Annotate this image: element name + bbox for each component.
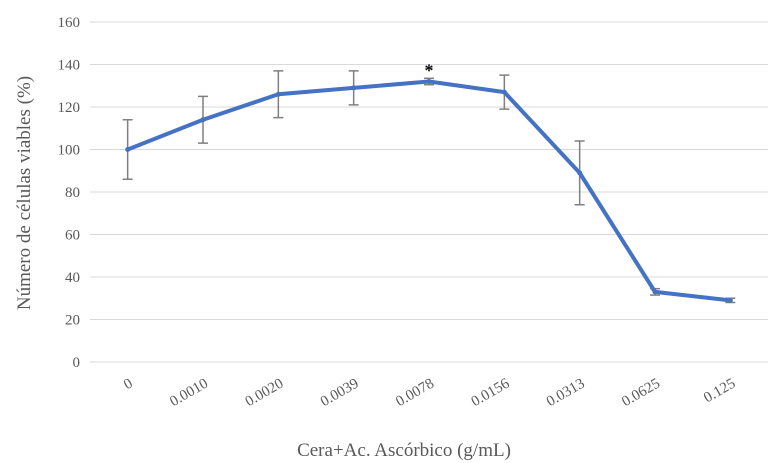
data-point [125, 147, 131, 152]
data-point [577, 170, 583, 176]
x-tick-label: 0.0039 [318, 376, 362, 410]
data-point [351, 85, 357, 91]
x-tick-label: 0.0020 [243, 376, 287, 410]
x-tick-label: 0.0313 [544, 376, 588, 410]
y-tick-label: 40 [65, 270, 80, 286]
data-point [275, 91, 281, 97]
significance-annotation: * [425, 60, 434, 80]
y-tick-label: 160 [58, 15, 81, 31]
y-tick-label: 0 [73, 355, 81, 371]
data-point [501, 89, 507, 95]
data-point [652, 289, 658, 295]
data-point [426, 79, 432, 84]
series-line [125, 79, 733, 303]
x-tick-labels: 0 0.0010 0.0020 0.0039 0.0078 0.0156 0.0313 0.0… [121, 375, 738, 410]
y-tick-label: 20 [65, 313, 80, 329]
x-tick-label: 0.0156 [469, 375, 513, 410]
y-tick-label: 100 [58, 143, 81, 159]
y-tick-label: 120 [58, 100, 81, 116]
y-tick-label: 60 [65, 228, 80, 244]
x-tick-label: 0.0010 [167, 376, 211, 410]
y-tick-labels: 0 20 40 60 80 100 120 140 160 [58, 15, 81, 371]
data-point [727, 297, 733, 303]
annotations: * [425, 60, 434, 80]
x-tick-label: 0 [121, 376, 135, 394]
y-tick-label: 140 [58, 58, 81, 74]
series-lines [125, 79, 733, 303]
x-tick-label: 0.125 [701, 376, 738, 407]
y-axis-title: Número de células viables (%) [14, 76, 35, 310]
x-axis-title: Cera+Ac. Ascórbico (g/mL) [297, 440, 511, 461]
error-bars [122, 70, 736, 304]
x-tick-label: 0.0625 [619, 376, 663, 410]
x-tick-label: 0.0078 [393, 376, 437, 410]
data-point [200, 117, 206, 123]
y-tick-label: 80 [65, 185, 80, 201]
